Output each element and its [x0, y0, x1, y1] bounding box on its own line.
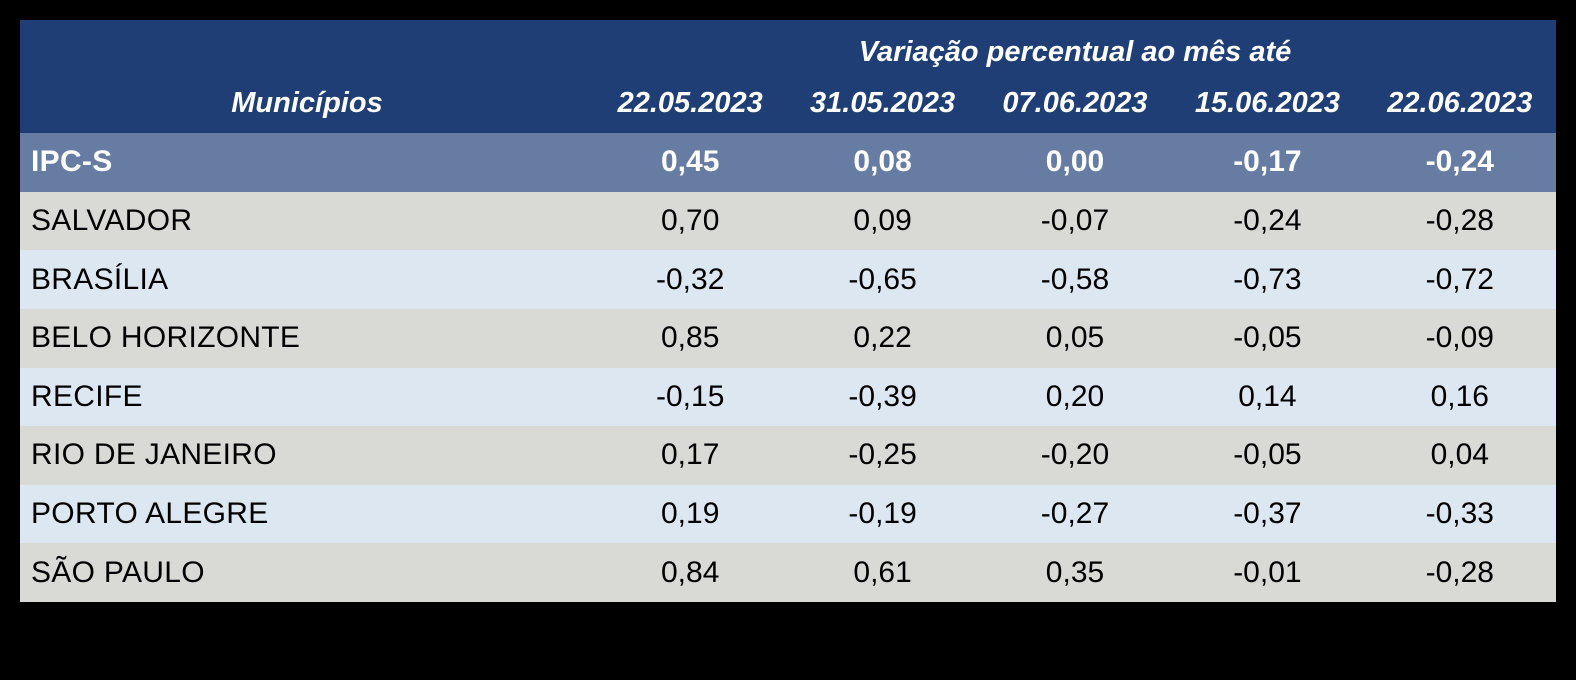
value-cell: 0,00	[1045, 145, 1105, 179]
column-header-municipios: Municípios	[231, 87, 383, 119]
value-cell: 0,17	[661, 438, 720, 472]
value-cell: -0,65	[848, 262, 917, 296]
value-cell: 0,22	[853, 321, 912, 355]
value-cell: 0,84	[661, 555, 720, 589]
row-label: PORTO ALEGRE	[31, 497, 269, 531]
value-cell: 0,61	[853, 555, 912, 589]
value-cell: -0,24	[1233, 203, 1302, 237]
table-column-headers: Municípios 22.05.2023 31.05.2023 07.06.2…	[20, 74, 1556, 133]
row-label: SALVADOR	[31, 203, 193, 237]
value-cell: 0,09	[853, 203, 912, 237]
ipcs-variation-table: Variação percentual ao mês até Município…	[20, 20, 1556, 602]
row-label: IPC-S	[31, 145, 113, 179]
value-cell: 0,16	[1430, 379, 1489, 413]
value-cell: -0,28	[1425, 203, 1494, 237]
value-cell: -0,15	[656, 379, 725, 413]
table-row-porto-alegre: PORTO ALEGRE 0,19 -0,19 -0,27 -0,37 -0,3…	[20, 484, 1556, 544]
value-cell: -0,37	[1233, 497, 1302, 531]
row-label: BELO HORIZONTE	[31, 321, 301, 355]
row-label: RIO DE JANEIRO	[31, 438, 277, 472]
column-header-date-1: 22.05.2023	[617, 87, 763, 119]
value-cell: -0,01	[1233, 555, 1302, 589]
value-cell: -0,32	[656, 262, 725, 296]
value-cell: 0,05	[1045, 321, 1105, 355]
table-row-sao-paulo: SÃO PAULO 0,84 0,61 0,35 -0,01 -0,28	[20, 543, 1556, 602]
table-row-recife: RECIFE -0,15 -0,39 0,20 0,14 0,16	[20, 367, 1556, 427]
value-cell: 0,20	[1045, 379, 1105, 413]
table-row-brasilia: BRASÍLIA -0,32 -0,65 -0,58 -0,73 -0,72	[20, 250, 1556, 309]
row-label: BRASÍLIA	[31, 262, 169, 296]
table-header-top-row: Variação percentual ao mês até	[20, 20, 1556, 74]
table-row-rio-de-janeiro: RIO DE JANEIRO 0,17 -0,25 -0,20 -0,05 0,…	[20, 426, 1556, 485]
value-cell: -0,72	[1425, 262, 1494, 296]
value-cell: -0,73	[1233, 262, 1302, 296]
value-cell: 0,04	[1430, 438, 1489, 472]
column-header-date-4: 15.06.2023	[1194, 87, 1340, 119]
column-header-date-3: 07.06.2023	[1002, 87, 1148, 119]
column-header-date-2: 31.05.2023	[810, 87, 956, 119]
value-cell: 0,08	[853, 145, 912, 179]
table-row-ipcs: IPC-S 0,45 0,08 0,00 -0,17 -0,24	[20, 133, 1556, 192]
value-cell: -0,28	[1425, 555, 1494, 589]
table-row-belo-horizonte: BELO HORIZONTE 0,85 0,22 0,05 -0,05 -0,0…	[20, 308, 1556, 368]
value-cell: -0,19	[848, 497, 917, 531]
value-cell: 0,85	[661, 321, 720, 355]
table-header: Variação percentual ao mês até Município…	[20, 20, 1556, 133]
value-cell: -0,09	[1425, 321, 1494, 355]
value-cell: -0,25	[848, 438, 917, 472]
value-cell: -0,07	[1040, 203, 1110, 237]
row-label: RECIFE	[31, 379, 143, 413]
column-header-date-5: 22.06.2023	[1387, 87, 1533, 119]
value-cell: -0,39	[848, 379, 917, 413]
value-cell: -0,27	[1040, 497, 1110, 531]
value-cell: -0,24	[1425, 145, 1494, 179]
value-cell: -0,05	[1233, 321, 1302, 355]
value-cell: -0,20	[1040, 438, 1110, 472]
value-cell: 0,14	[1238, 379, 1297, 413]
value-cell: -0,05	[1233, 438, 1302, 472]
group-header-label: Variação percentual ao mês até	[858, 35, 1292, 68]
value-cell: 0,70	[661, 203, 720, 237]
value-cell: 0,35	[1045, 555, 1105, 589]
table-row-salvador: SALVADOR 0,70 0,09 -0,07 -0,24 -0,28	[20, 191, 1556, 251]
value-cell: -0,33	[1425, 497, 1494, 531]
value-cell: -0,58	[1040, 262, 1110, 296]
row-label: SÃO PAULO	[31, 555, 205, 589]
value-cell: 0,19	[661, 497, 720, 531]
value-cell: -0,17	[1233, 145, 1302, 179]
value-cell: 0,45	[661, 145, 720, 179]
